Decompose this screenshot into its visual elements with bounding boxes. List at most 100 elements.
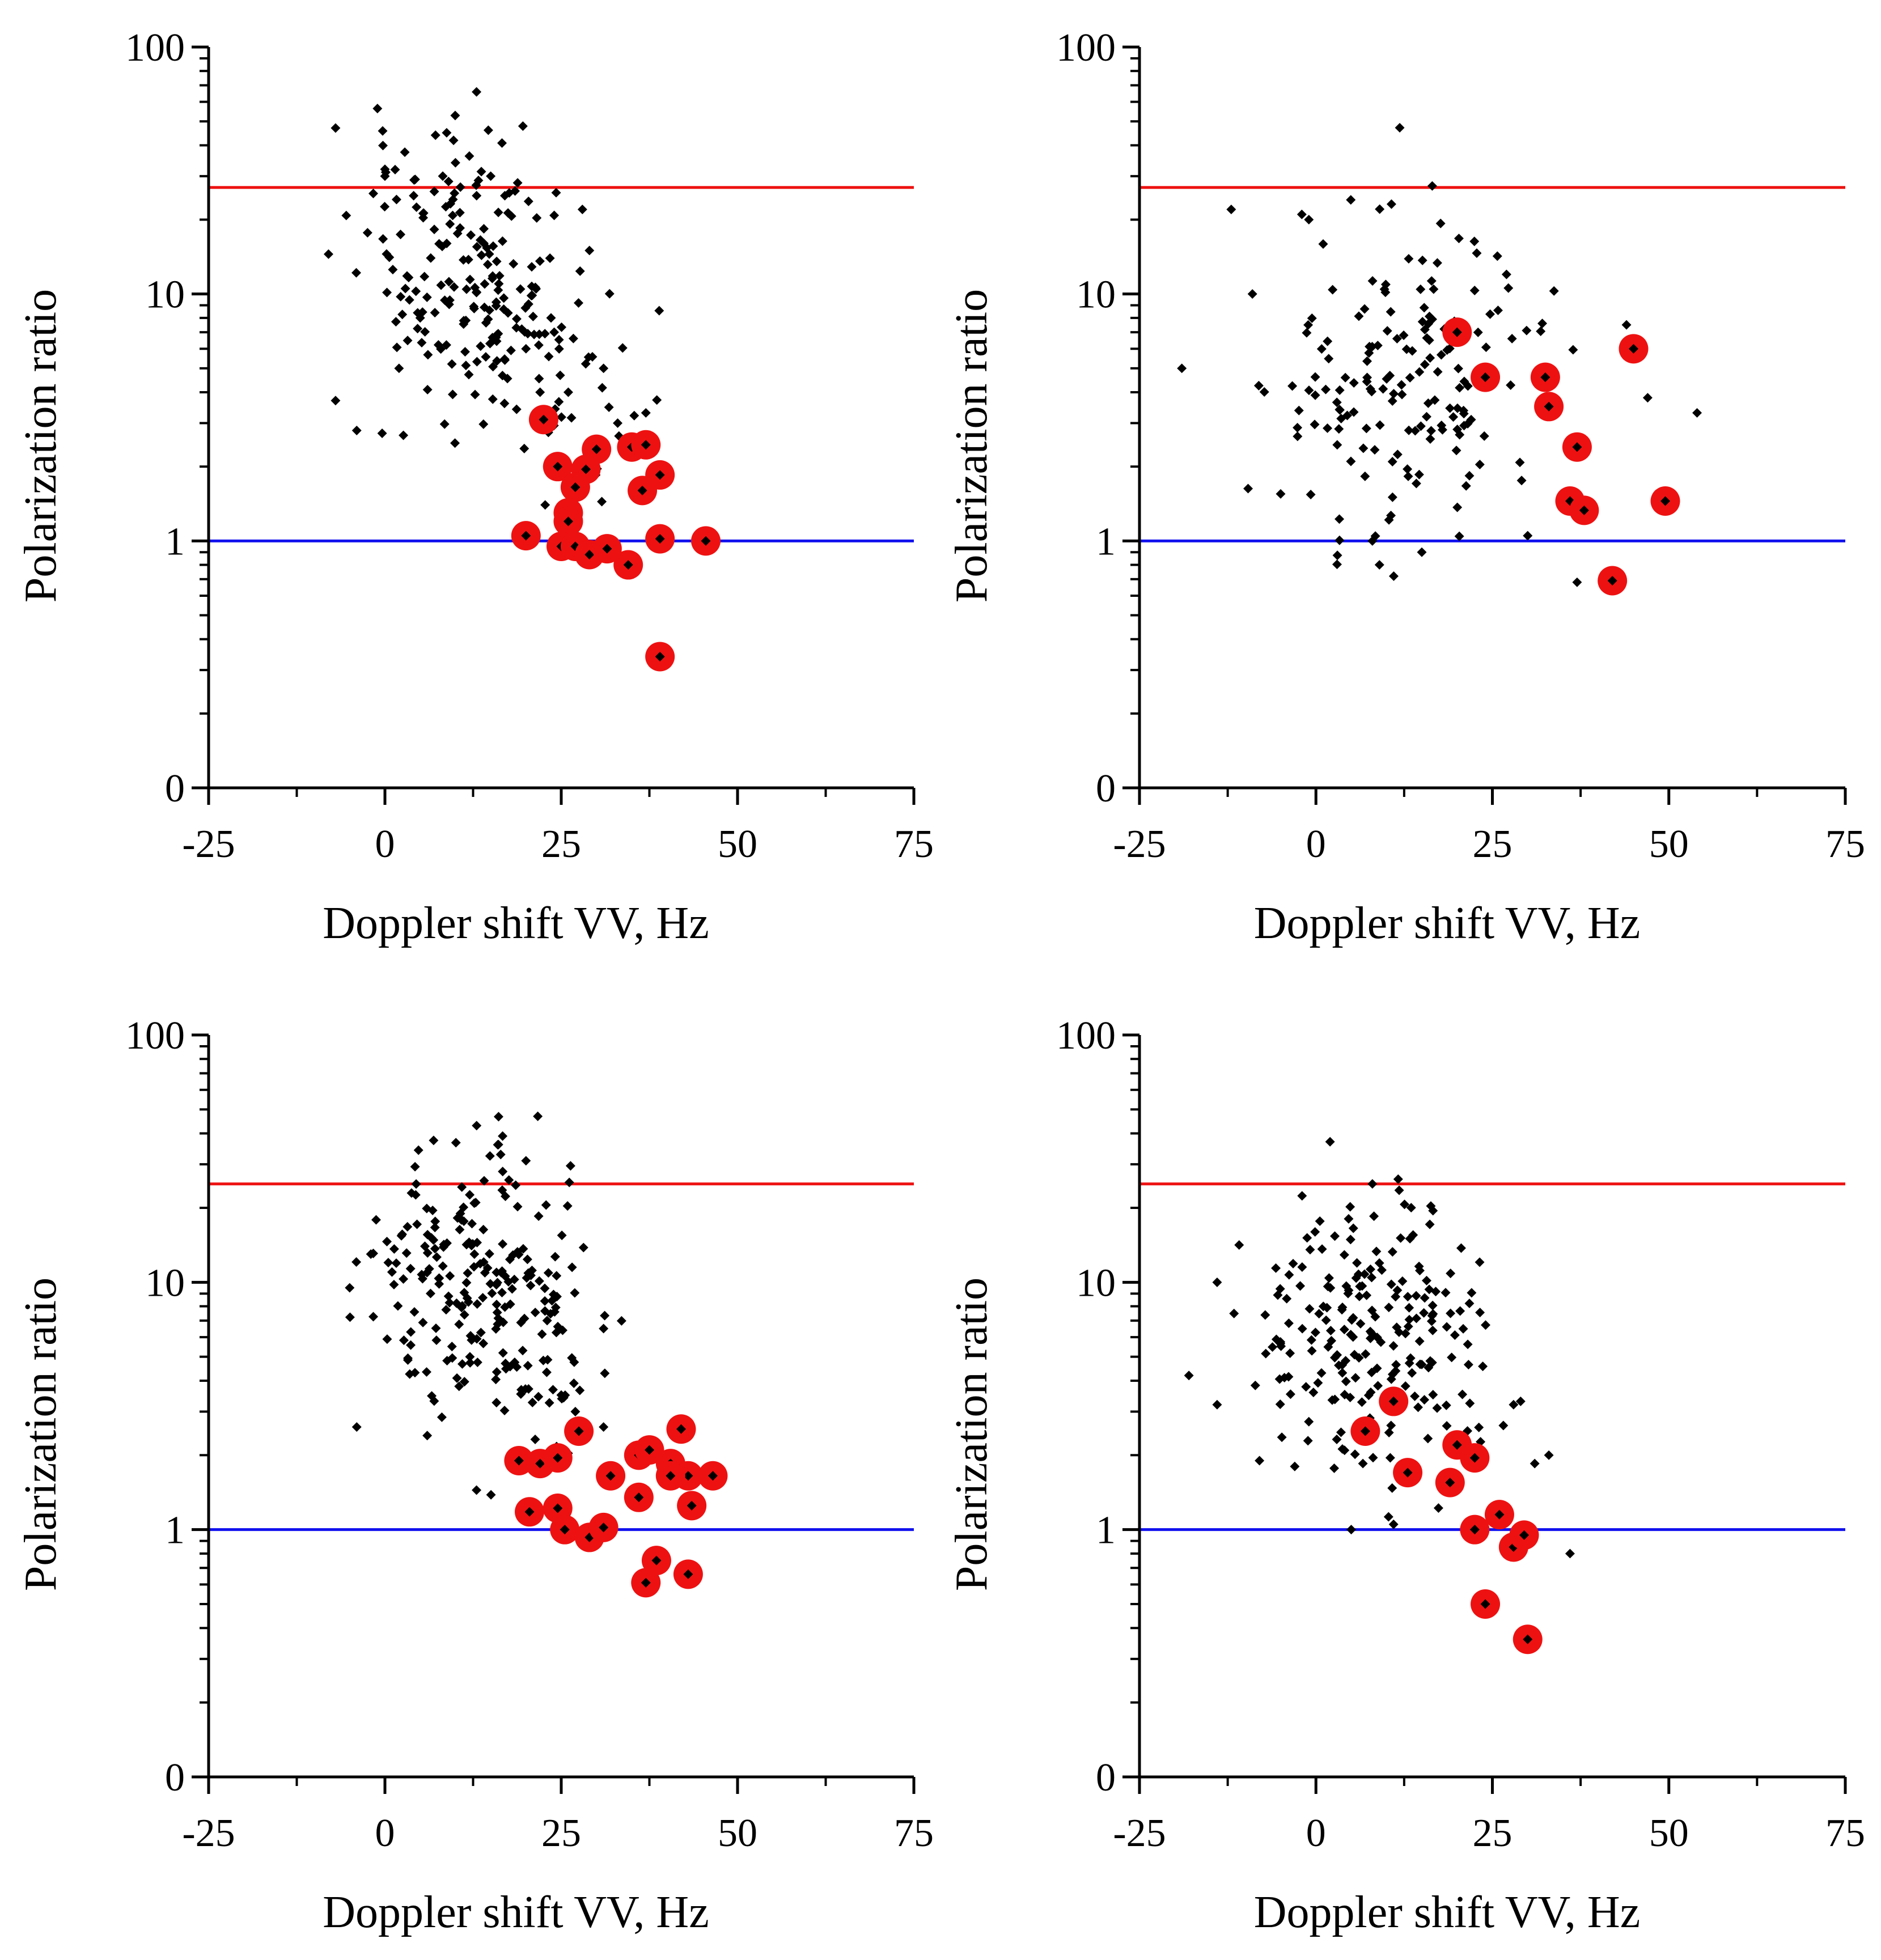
data-point: [472, 1121, 482, 1131]
data-point: [1285, 1348, 1295, 1358]
data-point: [351, 1257, 362, 1267]
data-point: [1372, 1333, 1382, 1343]
data-point: [1370, 531, 1380, 541]
data-point: [1420, 359, 1430, 370]
data-point: [1410, 426, 1420, 436]
highlighted-point-center: [1480, 1599, 1490, 1609]
data-point: [1692, 408, 1702, 418]
data-point: [1549, 286, 1559, 296]
data-point: [1420, 1395, 1430, 1405]
data-point: [488, 362, 498, 372]
highlighted-point-center: [563, 516, 573, 527]
data-point: [550, 1303, 561, 1313]
data-point: [558, 1393, 569, 1403]
data-point: [500, 1302, 510, 1312]
data-point: [1568, 345, 1578, 355]
data-point: [554, 334, 564, 345]
data-point: [549, 210, 560, 220]
data-point: [600, 1310, 610, 1321]
data-point: [1397, 1276, 1408, 1286]
data-point: [1432, 258, 1442, 268]
data-point: [463, 254, 473, 265]
highlighted-point-center: [539, 414, 549, 425]
data-point: [544, 1398, 554, 1408]
data-point: [1442, 1322, 1452, 1332]
data-point: [380, 202, 390, 212]
highlighted-point-center: [524, 1507, 535, 1517]
data-point: [1425, 434, 1435, 444]
data-point: [1388, 571, 1399, 582]
y-tick-label: 1: [165, 1509, 185, 1552]
data-point: [1414, 469, 1424, 480]
data-point: [469, 1249, 480, 1259]
data-point: [534, 329, 544, 340]
highlighted-point-center: [1388, 1396, 1399, 1406]
data-point: [511, 404, 522, 414]
data-point: [1304, 1416, 1314, 1427]
data-point: [1416, 284, 1426, 294]
y-tick-label: 0: [1096, 1756, 1116, 1800]
data-point: [1243, 483, 1253, 494]
data-point: [383, 1258, 393, 1268]
data-point: [1388, 1519, 1399, 1529]
highlighted-point-center: [1629, 343, 1638, 354]
data-point: [534, 1276, 544, 1286]
data-point: [476, 250, 486, 260]
data-point: [1454, 531, 1464, 541]
data-point: [521, 1156, 531, 1166]
data-point: [1428, 1206, 1438, 1216]
data-point: [345, 1283, 355, 1293]
data-point: [495, 1149, 506, 1160]
data-point: [1367, 387, 1377, 397]
data-point: [452, 228, 463, 239]
data-point: [1276, 489, 1286, 499]
data-point: [1397, 389, 1407, 400]
data-point: [463, 1268, 473, 1278]
highlighted-point-center: [1494, 1509, 1505, 1520]
data-point: [1448, 412, 1459, 422]
data-point: [1359, 1269, 1370, 1279]
data-point: [1387, 456, 1397, 466]
data-point: [1387, 492, 1397, 502]
data-point: [450, 438, 460, 448]
data-point: [565, 1161, 575, 1171]
data-point: [1276, 1341, 1286, 1351]
data-point: [1284, 1270, 1294, 1280]
data-point: [448, 389, 457, 400]
data-point: [1422, 1275, 1431, 1286]
data-point: [1406, 1203, 1416, 1213]
data-point: [511, 314, 522, 324]
data-point: [491, 1324, 501, 1334]
data-point: [417, 1274, 427, 1284]
data-point: [535, 387, 545, 397]
data-point: [545, 253, 555, 264]
data-point: [1288, 1258, 1298, 1269]
data-point: [1403, 1321, 1413, 1331]
data-point: [454, 1381, 464, 1391]
data-point: [396, 291, 406, 302]
data-point: [389, 1244, 399, 1254]
data-point: [1328, 285, 1338, 295]
data-point: [387, 1267, 397, 1277]
data-point: [1366, 1387, 1376, 1397]
data-point: [1452, 502, 1463, 512]
data-point: [1341, 1376, 1351, 1386]
data-point: [411, 286, 421, 296]
data-point: [1447, 1352, 1457, 1363]
data-point: [351, 1422, 362, 1432]
data-point: [1250, 1380, 1260, 1390]
data-point: [563, 387, 573, 397]
data-point: [368, 1248, 378, 1258]
x-axis-title: Doppler shift VV, Hz: [323, 1887, 709, 1937]
data-point: [460, 347, 470, 357]
data-point: [1469, 286, 1480, 295]
data-point: [494, 279, 504, 289]
data-point: [549, 327, 560, 337]
data-point: [1498, 1420, 1509, 1431]
background-points: [323, 87, 664, 510]
data-point: [1325, 1326, 1336, 1336]
data-point: [450, 158, 460, 168]
data-point: [1302, 328, 1312, 338]
highlighted-point-center: [1572, 442, 1582, 452]
data-point: [412, 1219, 422, 1229]
